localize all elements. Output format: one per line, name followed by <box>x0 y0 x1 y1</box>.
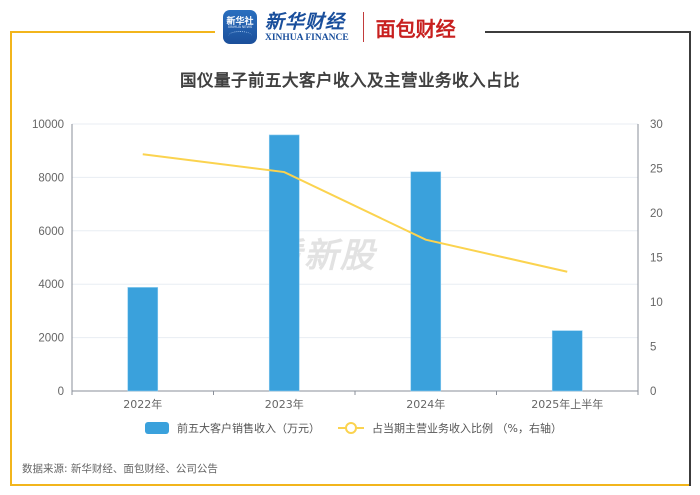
left-axis-labels: 0 2000 4000 6000 8000 10000 <box>32 119 64 398</box>
legend-label-bar: 前五大客户销售收入（万元） <box>177 422 320 435</box>
frame-border-bottom <box>10 484 691 486</box>
category-label: 2022年 <box>123 397 162 411</box>
right-axis-tick-label: 5 <box>650 342 656 354</box>
xinhua-finance-logo-cn: 新华财经 <box>265 10 346 33</box>
left-axis-tick-label: 6000 <box>38 226 64 238</box>
legend-item-line[interactable]: 占当期主营业务收入比例 （%，右轴） <box>338 420 562 436</box>
bar[interactable] <box>410 171 442 392</box>
bar[interactable] <box>127 287 159 392</box>
bar[interactable] <box>268 134 300 392</box>
right-axis-labels: 0 5 10 15 20 25 30 <box>650 119 663 398</box>
line-circle-swatch-icon <box>338 422 364 434</box>
frame-border-top-left <box>10 31 215 33</box>
xinhua-finance-logo: 新华财经 XINHUA FINANCE <box>265 11 349 44</box>
header-logos: 新华社 XINHUA NEWS 新华财经 XINHUA FINANCE 面包财经 <box>215 6 485 48</box>
network-dots-icon <box>228 31 252 41</box>
gridlines <box>72 123 638 339</box>
logo-divider <box>362 12 364 42</box>
data-source-note: 数据来源: 新华财经、面包财经、公司公告 <box>22 463 218 475</box>
left-axis-tick-label: 8000 <box>38 172 64 184</box>
right-axis-tick-label: 0 <box>650 386 656 398</box>
left-axis-tick-label: 2000 <box>38 333 64 345</box>
bar-series <box>127 134 583 392</box>
bar-swatch-icon <box>145 422 169 434</box>
ratio-line[interactable] <box>142 153 568 273</box>
right-axis-tick-label: 10 <box>650 297 663 309</box>
legend-item-bar[interactable]: 前五大客户销售收入（万元） <box>145 420 320 436</box>
right-axis-tick-label: 25 <box>650 164 663 176</box>
frame-border-left <box>10 31 12 486</box>
legend-label-line: 占当期主营业务收入比例 （%，右轴） <box>372 422 562 435</box>
frame-border-top-right <box>485 31 691 33</box>
right-axis-tick-label: 30 <box>650 119 663 131</box>
left-axis-tick-label: 4000 <box>38 279 64 291</box>
left-axis-tick-label: 0 <box>58 386 64 398</box>
chart-legend: 前五大客户销售收入（万元） 占当期主营业务收入比例 （%，右轴） <box>145 420 580 436</box>
line-series <box>142 153 568 273</box>
right-axis-tick-label: 20 <box>650 208 663 220</box>
category-label: 2023年 <box>265 397 304 411</box>
category-label: 2025年上半年 <box>531 397 603 411</box>
frame-border-right <box>689 31 691 486</box>
chart-title: 国仪量子前五大客户收入及主营业务收入占比 <box>180 71 520 90</box>
category-label: 2024年 <box>406 397 445 411</box>
xinhua-app-subtext: XINHUA NEWS <box>227 25 253 29</box>
right-axis-tick-label: 15 <box>650 253 663 265</box>
category-axis-labels: 2022年 2023年 2024年 2025年上半年 <box>123 397 603 411</box>
xinhua-news-app-icon: 新华社 XINHUA NEWS <box>223 10 257 44</box>
mianbao-finance-logo: 面包财经 <box>375 16 456 41</box>
xinhua-finance-logo-en: XINHUA FINANCE <box>265 32 349 43</box>
xinhua-app-text: 新华社 <box>226 17 254 27</box>
left-axis-tick-label: 10000 <box>32 119 64 131</box>
axes <box>71 124 639 395</box>
bar[interactable] <box>551 330 583 392</box>
